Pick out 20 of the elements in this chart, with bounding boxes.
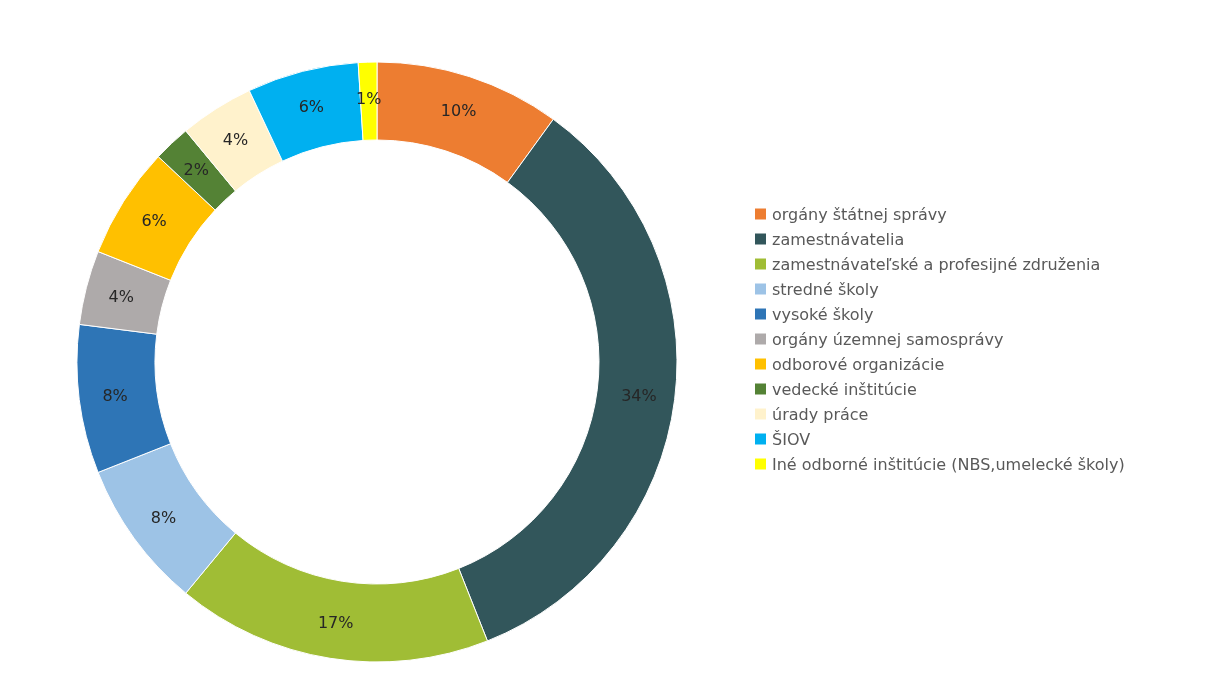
data-label: 17% <box>317 613 354 633</box>
data-label: 8% <box>150 507 177 527</box>
legend-label: ŠIOV <box>772 429 811 449</box>
data-label: 8% <box>102 385 128 405</box>
legend-label: zamestnávateľské a profesijné združenia <box>772 254 1101 274</box>
legend-label: vysoké školy <box>772 304 874 324</box>
data-label: 2% <box>183 160 209 180</box>
legend-label: stredné školy <box>772 279 879 299</box>
data-label: 4% <box>108 286 134 306</box>
legend-label: orgány štátnej správy <box>772 204 947 224</box>
data-label: 4% <box>222 129 249 149</box>
legend-label: úrady práce <box>772 404 869 424</box>
legend-label: orgány územnej samosprávy <box>772 329 1004 349</box>
data-label: 10% <box>440 101 477 121</box>
legend-label: Iné odborné inštitúcie (NBS,umelecké školy) <box>772 454 1125 474</box>
data-label: 6% <box>298 96 325 116</box>
legend-label: odborové organizácie <box>772 354 945 374</box>
legend-label: vedecké inštitúcie <box>772 379 917 399</box>
data-label: 6% <box>141 211 167 231</box>
legend-label: zamestnávatelia <box>772 229 905 249</box>
